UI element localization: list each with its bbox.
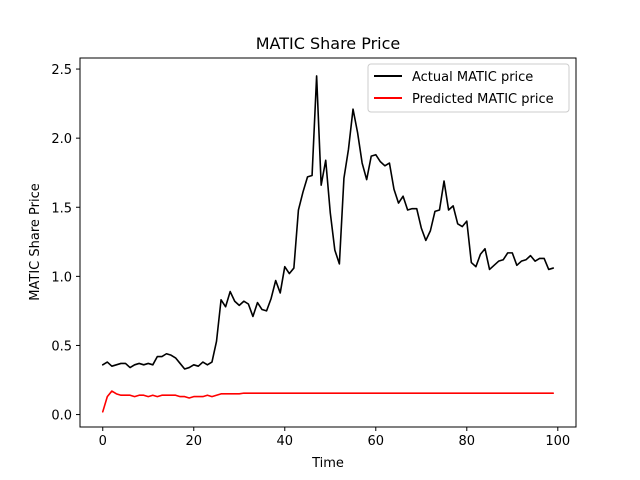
plot-frame [79, 57, 577, 428]
series-layer [101, 75, 555, 413]
x-tick-label: 80 [459, 434, 476, 449]
legend-label-actual: Actual MATIC price [412, 70, 533, 85]
y-axis-label: MATIC Share Price [28, 183, 43, 300]
x-tick-label: 100 [545, 434, 570, 449]
y-tick-label: 2.0 [51, 132, 72, 147]
x-axis-label: Time [311, 456, 344, 471]
y-tick-label: 2.5 [51, 63, 72, 78]
plot-area [80, 58, 576, 427]
legend-label-predicted: Predicted MATIC price [412, 92, 554, 107]
x-tick-label: 0 [99, 434, 107, 449]
y-tick-label: 0.0 [51, 409, 72, 424]
y-tick-label: 0.5 [51, 339, 72, 354]
legend: Actual MATIC price Predicted MATIC price [367, 63, 570, 113]
chart-title: MATIC Share Price [256, 34, 401, 53]
series-line-actual [101, 75, 555, 370]
x-tick-label: 40 [276, 434, 293, 449]
x-tick-label: 20 [185, 434, 202, 449]
y-axis-ticks: 0.0 0.5 1.0 1.5 2.0 2.5 [51, 63, 80, 424]
legend-box [367, 63, 570, 113]
x-axis-ticks: 0 20 40 60 80 100 [99, 427, 570, 449]
series-line-predicted [101, 390, 555, 413]
y-tick-label: 1.5 [51, 201, 72, 216]
y-tick-label: 1.0 [51, 270, 72, 285]
x-tick-label: 60 [368, 434, 385, 449]
